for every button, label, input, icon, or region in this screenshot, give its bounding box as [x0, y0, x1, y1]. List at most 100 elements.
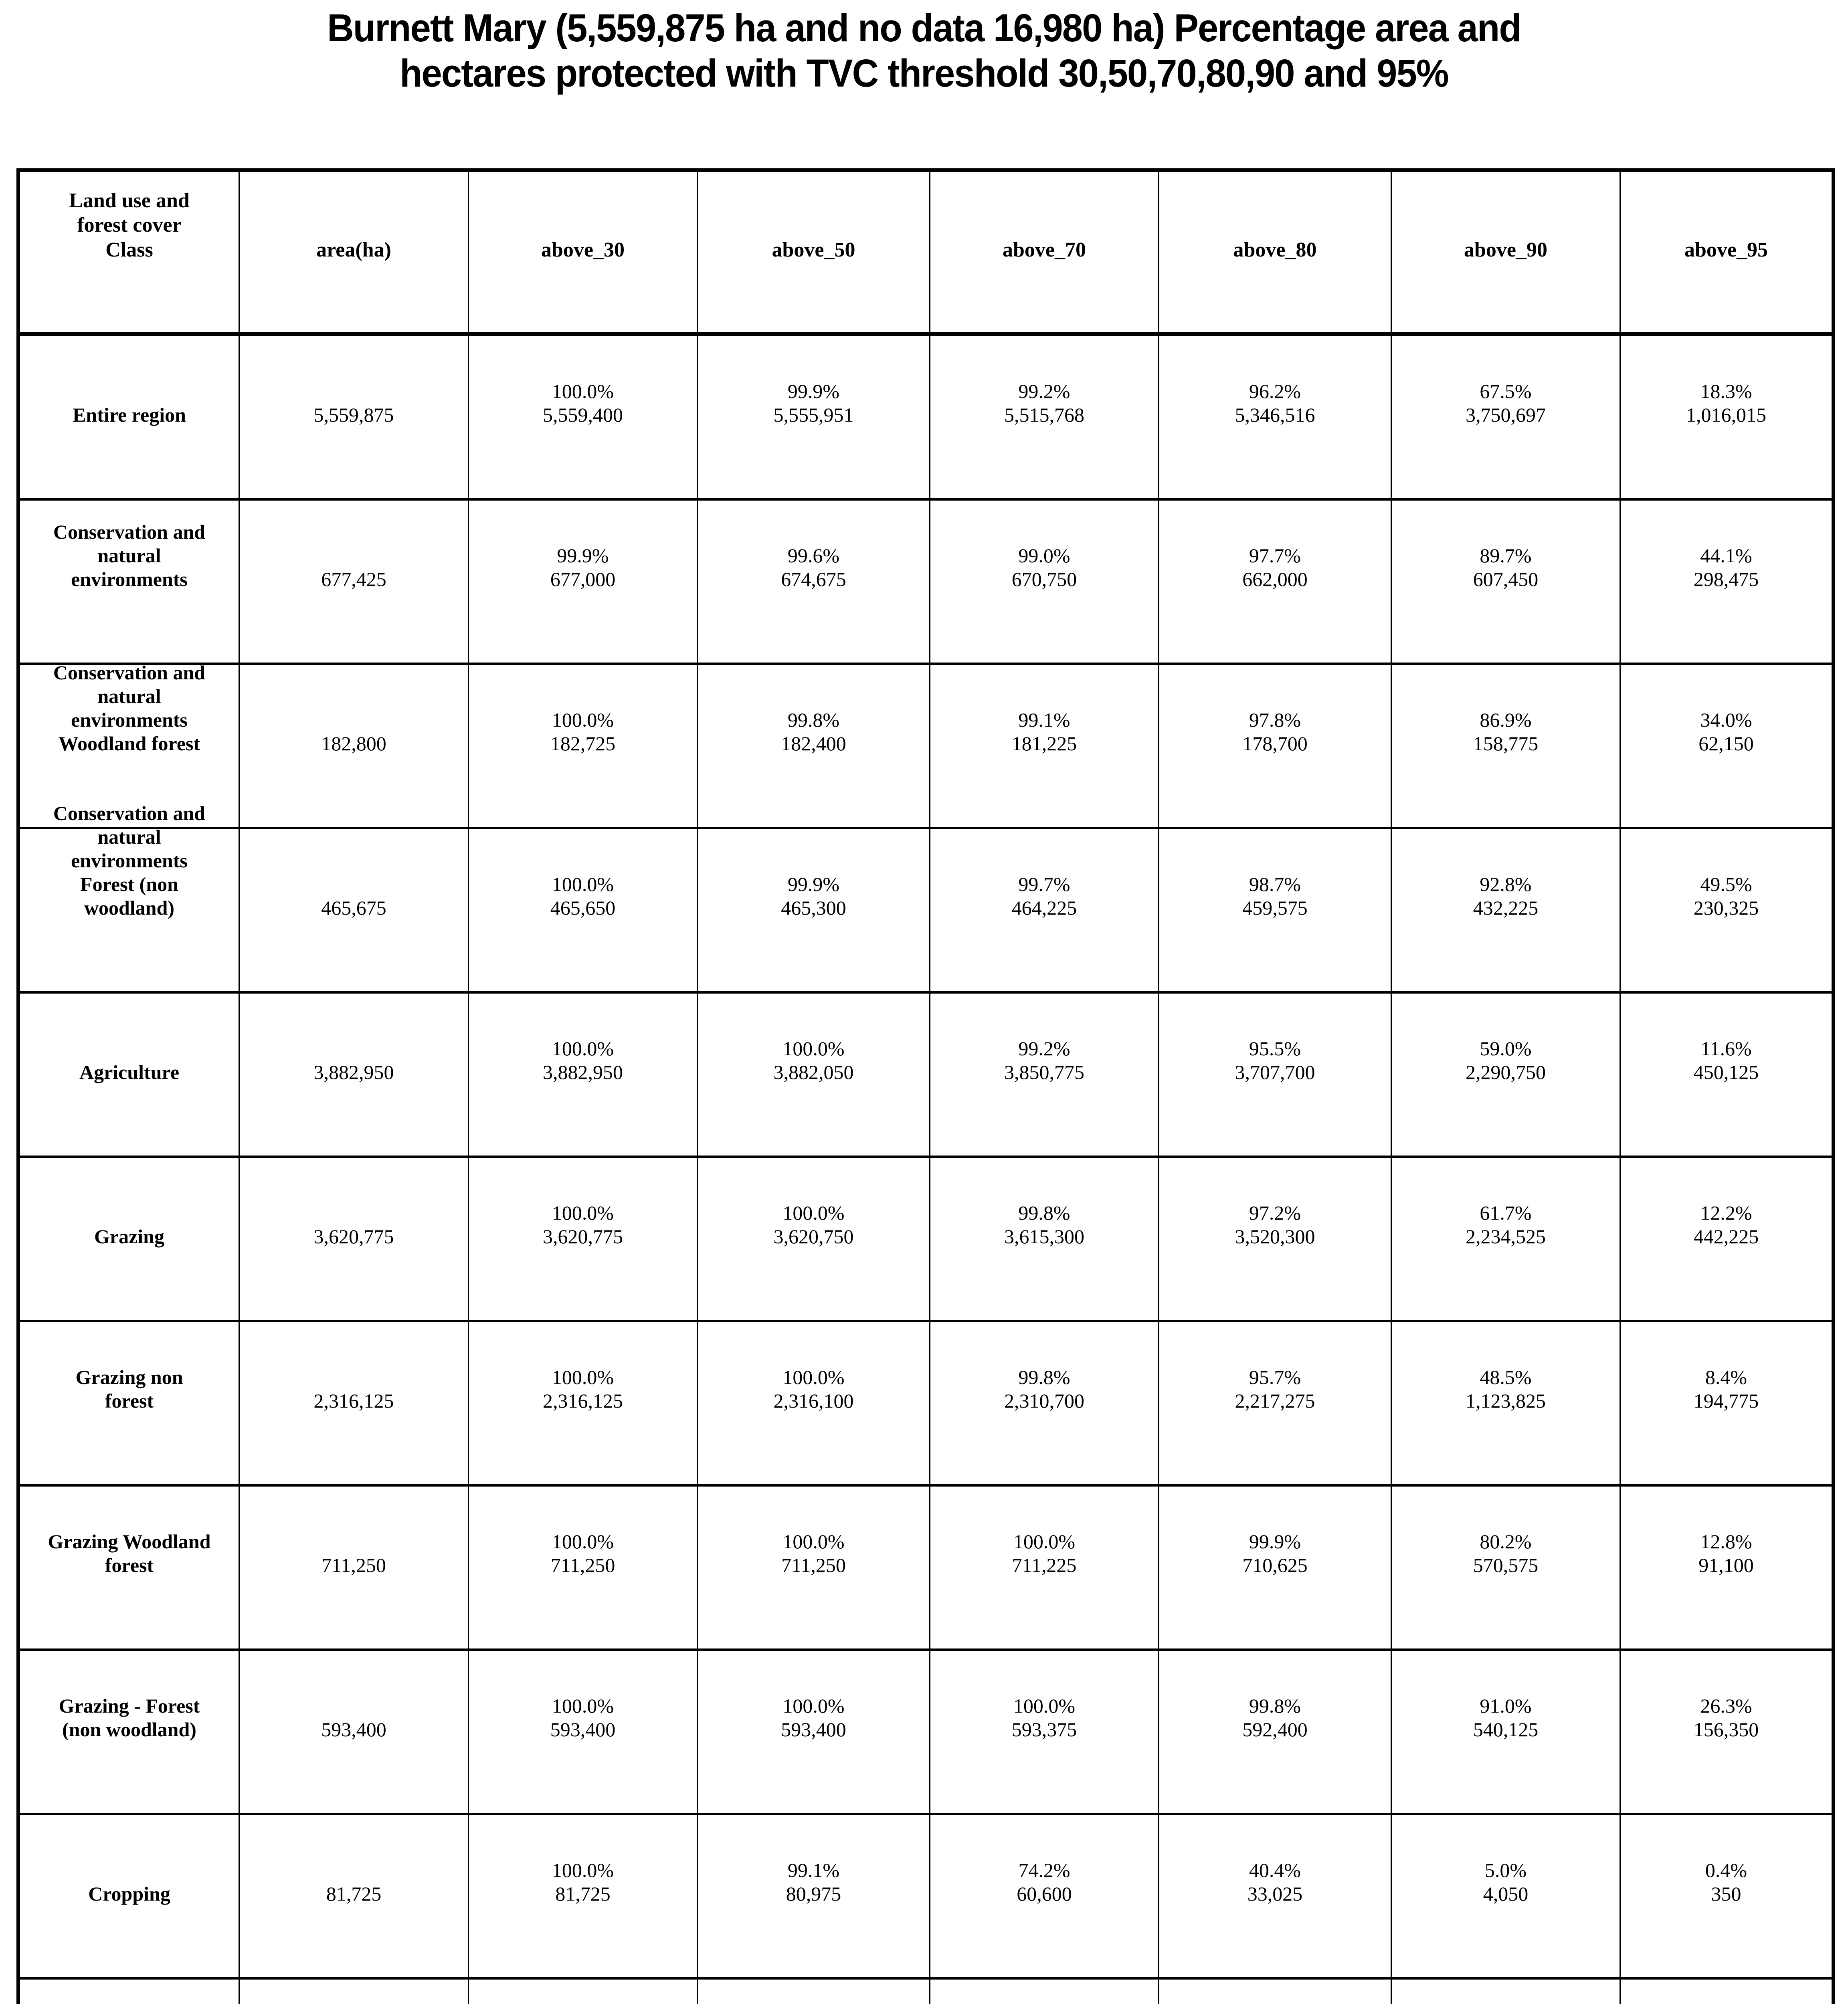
table-row: Conservation and natural environments 677… [18, 498, 1834, 664]
threshold-value-cell: 44.1% 298,475 [1620, 498, 1834, 664]
threshold-value-cell: 67.5% 3,750,697 [1391, 332, 1620, 499]
cell-value: 48.5% 1,123,825 [1466, 1366, 1546, 1412]
threshold-value-cell: 99.8% 592,400 [1158, 1648, 1391, 1814]
cell-value: 100.0% 711,250 [550, 1530, 615, 1576]
cell-value: 95.7% 2,217,275 [1235, 1366, 1315, 1412]
area-ha-cell: 593,400 [239, 1648, 469, 1814]
threshold-value-cell: 99.1% 181,225 [929, 663, 1159, 828]
cell-value: 99.9% 465,300 [781, 873, 846, 919]
threshold-value-cell: 99.9% 5,555,951 [697, 332, 930, 499]
header-above-80: above_80 [1158, 170, 1391, 334]
threshold-value-cell: 100.0% 593,400 [697, 1648, 930, 1814]
cell-value: 89.7% 607,450 [1473, 544, 1539, 590]
cell-value: 98.7% 459,575 [1242, 873, 1308, 919]
cell-value: 99.6% 674,675 [781, 544, 846, 590]
table-row: Grazing - Forest (non woodland) 593,400 10… [18, 1648, 1834, 1814]
cell-value: 99.8% 592,400 [1242, 1695, 1308, 1741]
threshold-value-cell: 74.2% 60,600 [929, 1813, 1159, 1978]
row-label: Conservation and natural environments Wo… [53, 661, 206, 755]
land-use-class-cell: Entire region [18, 332, 239, 499]
cell-value: 11.6% 450,125 [1693, 1037, 1759, 1083]
land-use-class-cell: Irrigation [18, 1977, 239, 2004]
land-use-class-cell: Grazing non forest [18, 1320, 239, 1485]
cell-value: 99.9% 710,625 [1242, 1530, 1308, 1576]
area-ha-cell: 81,725 [239, 1813, 469, 1978]
threshold-value-cell: 100.0% 174,750 [697, 1977, 930, 2004]
cell-value: 100.0% 465,650 [550, 873, 616, 919]
table-header: Land use and forest cover Class area(ha)… [18, 170, 1834, 334]
area-ha-cell: 465,675 [239, 827, 469, 992]
threshold-value-cell: 40.4% 33,025 [1158, 1813, 1391, 1978]
cell-value: 95.5% 3,707,700 [1235, 1037, 1315, 1083]
threshold-value-cell: 100.0% 593,375 [929, 1648, 1159, 1814]
cell-value: 34.0% 62,150 [1698, 709, 1754, 755]
threshold-value-cell: 100.0% 3,882,050 [697, 991, 930, 1157]
cell-value: 18.3% 1,016,015 [1686, 380, 1766, 426]
cell-value: 100.0% 593,375 [1011, 1695, 1077, 1741]
threshold-value-cell: 100.0% 711,250 [697, 1484, 930, 1650]
threshold-value-cell: 99.0% 670,750 [929, 498, 1159, 664]
cell-value: 100.0% 3,882,950 [543, 1037, 623, 1083]
land-use-class-cell: Conservation and natural environments [18, 498, 239, 664]
threshold-value-cell: 100.0% 81,725 [468, 1813, 698, 1978]
threshold-value-cell: 8.4% 194,775 [1620, 1320, 1834, 1485]
threshold-value-cell: 34.0% 62,150 [1620, 663, 1834, 828]
threshold-value-cell: 11.6% 450,125 [1620, 991, 1834, 1157]
cell-value: 677,425 [321, 568, 386, 590]
cell-value: 99.8% 2,310,700 [1004, 1366, 1084, 1412]
tvc-threshold-table: Land use and forest cover Class area(ha)… [16, 168, 1835, 2004]
cell-value: 182,800 [321, 732, 386, 755]
cell-value: 100.0% 3,882,050 [773, 1037, 854, 1083]
threshold-value-cell: 99.8% 2,310,700 [929, 1320, 1159, 1485]
threshold-value-cell: 12.8% 91,100 [1620, 1484, 1834, 1650]
threshold-value-cell: 100.0% 2,316,100 [697, 1320, 930, 1485]
threshold-value-cell: 100.0% 3,620,750 [697, 1156, 930, 1321]
header-land-use-class: Land use and forest cover Class [69, 189, 190, 261]
threshold-value-cell: 59.0% 2,290,750 [1391, 991, 1620, 1157]
threshold-value-cell: 99.2% 3,850,775 [929, 991, 1159, 1157]
area-ha-cell: 5,559,875 [239, 332, 469, 499]
threshold-value-cell: 12.2% 442,225 [1620, 1156, 1834, 1321]
cell-value: 99.1% 80,975 [786, 1859, 841, 1905]
threshold-value-cell: 99.2% 5,515,768 [929, 332, 1159, 499]
cell-value: 59.0% 2,290,750 [1466, 1037, 1546, 1083]
threshold-value-cell: 85.7% 149,825 [1158, 1977, 1391, 2004]
land-use-class-cell: Grazing - Forest (non woodland) [18, 1648, 239, 1814]
page-title: Burnett Mary (5,559,875 ha and no data 1… [46, 6, 1802, 96]
table-row: Grazing non forest 2,316,125 100.0% 2,316,… [18, 1320, 1834, 1485]
cell-value: 99.8% 182,400 [781, 709, 846, 755]
threshold-value-cell: 100.0% 711,225 [929, 1484, 1159, 1650]
threshold-value-cell: 99.6% 674,675 [697, 498, 930, 664]
row-label: Conservation and natural environments [53, 521, 206, 590]
threshold-value-cell: 97.2% 169,875 [929, 1977, 1159, 2004]
threshold-value-cell: 100.0% 174,775 [468, 1977, 698, 2004]
page-title-line1: Burnett Mary (5,559,875 ha and no data 1… [327, 6, 1522, 50]
cell-value: 465,675 [321, 897, 386, 919]
threshold-value-cell: 97.7% 662,000 [1158, 498, 1391, 664]
cell-value: 99.2% 3,850,775 [1004, 1037, 1084, 1083]
row-label: Grazing [94, 1225, 164, 1248]
cell-value: 80.2% 570,575 [1473, 1530, 1539, 1576]
cell-value: 8.4% 194,775 [1693, 1366, 1759, 1412]
header-above-70: above_70 [929, 170, 1159, 334]
threshold-value-cell: 0.4% 350 [1620, 1813, 1834, 1978]
page-title-line2: hectares protected with TVC threshold 30… [400, 51, 1449, 95]
cell-value: 100.0% 711,250 [781, 1530, 846, 1576]
area-ha-cell: 182,800 [239, 663, 469, 828]
area-ha-cell: 677,425 [239, 498, 469, 664]
table-row: Grazing Woodland forest 711,250 100.0% 711… [18, 1484, 1834, 1650]
threshold-value-cell: 86.9% 158,775 [1391, 663, 1620, 828]
cell-value: 5.0% 4,050 [1483, 1859, 1529, 1905]
header-area-ha: area(ha) [239, 170, 469, 334]
cell-value: 40.4% 33,025 [1247, 1859, 1303, 1905]
cell-value: 2,316,125 [313, 1390, 394, 1412]
threshold-value-cell: 89.7% 607,450 [1391, 498, 1620, 664]
area-ha-cell: 3,882,950 [239, 991, 469, 1157]
cell-value: 3,882,950 [313, 1061, 394, 1083]
threshold-value-cell: 99.9% 710,625 [1158, 1484, 1391, 1650]
cell-value: 100.0% 3,620,775 [543, 1202, 623, 1248]
threshold-value-cell: 80.2% 570,575 [1391, 1484, 1620, 1650]
cell-value: 100.0% 81,725 [552, 1859, 614, 1905]
threshold-value-cell: 28.1% 49,175 [1391, 1977, 1620, 2004]
table-row: Grazing 3,620,775 100.0% 3,620,775 100.0% 3… [18, 1156, 1834, 1321]
